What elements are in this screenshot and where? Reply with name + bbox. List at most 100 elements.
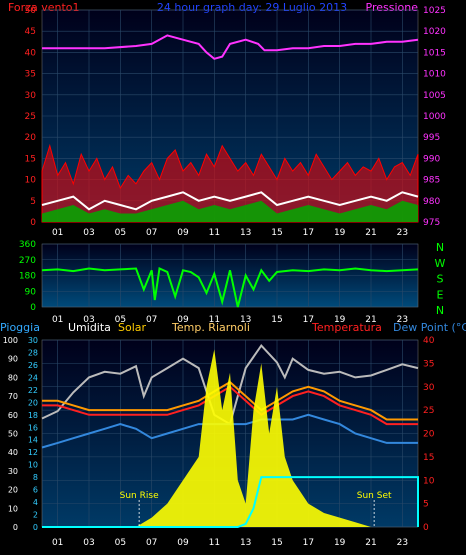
rain-y-tick-label: 8 (33, 473, 38, 482)
x-tick-label: 01 (52, 315, 63, 325)
x-tick-label: 19 (334, 538, 346, 548)
x-tick-label: 07 (146, 538, 157, 548)
wind-y-tick-label: 0 (30, 218, 36, 228)
humidity-y-tick-label: 50 (8, 430, 18, 439)
compass-label: N (436, 241, 444, 254)
wind-y-tick-label: 30 (25, 91, 37, 101)
legend-label: Umidita (68, 321, 111, 334)
direction-y-axis-ticks: 0 90 180 270 360 (19, 240, 36, 313)
x-tick-label: 13 (240, 538, 251, 548)
x-tick-label: 11 (209, 315, 220, 325)
x-tick-label: 11 (209, 538, 220, 548)
compass-label: S (437, 273, 444, 286)
humidity-y-tick-label: 100 (3, 336, 18, 345)
series-pressione (42, 34, 419, 60)
rain-y-tick-label: 10 (28, 461, 38, 470)
humidity-y-tick-label: 70 (8, 392, 18, 401)
x-tick-label: 03 (83, 538, 94, 548)
x-tick-label: 15 (271, 538, 282, 548)
x-tick-label: 13 (240, 315, 251, 325)
temp-y-tick-label: 35 (423, 359, 434, 369)
pressure-y-tick-label: 990 (423, 154, 440, 164)
temp-humidity-panel: Pioggia Umidita Solar Temp. Riarnoli Tempera… (0, 321, 466, 548)
series-solar (136, 349, 371, 527)
direction-y-tick-label: 270 (19, 256, 36, 266)
humidity-y-tick-label: 0 (13, 523, 18, 532)
compass-label: E (437, 288, 444, 301)
wind-y-tick-label: 10 (25, 176, 37, 186)
legend-label: Pioggia (0, 321, 40, 334)
x-tick-label: 15 (271, 315, 282, 325)
x-tick-label: 21 (365, 228, 376, 238)
x-tick-label: 09 (177, 315, 189, 325)
compass-label: N (436, 304, 444, 317)
legend-label: Temperatura (311, 321, 382, 334)
rain-y-tick-label: 22 (28, 386, 38, 395)
x-tick-label: 09 (177, 538, 189, 548)
rain-y-tick-label: 14 (28, 436, 38, 445)
x-tick-label: 17 (303, 315, 314, 325)
series-vento (41, 191, 419, 211)
temp-y-tick-label: 30 (423, 383, 435, 393)
wind-y-tick-label: 50 (25, 6, 37, 16)
direction-grid (42, 243, 418, 308)
pressure-y-tick-label: 1025 (423, 6, 446, 16)
wind-pressure-series (41, 34, 419, 223)
compass-label: W (435, 257, 446, 270)
temp-y-tick-label: 25 (423, 406, 434, 416)
x-tick-label: 05 (115, 228, 126, 238)
rain-y-tick-label: 2 (33, 511, 38, 520)
humidity-y-axis-ticks: 0 10 20 30 40 50 60 70 80 90 100 (3, 336, 18, 532)
rain-y-tick-label: 6 (33, 486, 38, 495)
legend-label: Solar (118, 321, 147, 334)
temp-humidity-legend: Pioggia Umidita Solar Temp. Riarnoli Tempera… (0, 321, 466, 334)
x-tick-label: 07 (146, 315, 157, 325)
wind-x-axis-ticks: 01 03 05 07 09 11 13 15 17 19 21 23 (52, 228, 408, 238)
rain-y-tick-label: 18 (28, 411, 38, 420)
x-tick-label: 21 (365, 315, 376, 325)
wind-y-tick-label: 35 (25, 70, 36, 80)
sun-marker-label: Sun Set (357, 491, 392, 501)
humidity-y-tick-label: 40 (8, 448, 18, 457)
humidity-y-tick-label: 10 (8, 504, 18, 513)
wind-y-tick-label: 45 (25, 27, 36, 37)
temp-y-tick-label: 5 (423, 500, 429, 510)
wind-y-tick-label: 15 (25, 154, 36, 164)
pressure-y-tick-label: 1005 (423, 91, 446, 101)
legend-label: Dew Point (°C) (393, 321, 466, 334)
temp-y-tick-label: 0 (423, 523, 429, 533)
series-pioggia (42, 476, 419, 528)
rain-y-tick-label: 24 (28, 373, 38, 382)
pressure-y-tick-label: 1015 (423, 48, 446, 58)
humidity-y-tick-label: 30 (8, 467, 18, 476)
direction-y-tick-label: 90 (25, 287, 37, 297)
x-tick-label: 03 (83, 228, 94, 238)
x-tick-label: 07 (146, 228, 157, 238)
x-tick-label: 05 (115, 315, 126, 325)
wind-pressure-panel: Forza vento1 24 hour graph day: 29 Lugli… (8, 1, 446, 238)
x-tick-label: 17 (303, 228, 314, 238)
wind-y-tick-label: 20 (25, 133, 37, 143)
rain-y-tick-label: 12 (28, 448, 38, 457)
humidity-y-tick-label: 60 (8, 411, 18, 420)
wind-y-tick-label: 40 (25, 48, 37, 58)
sun-markers: Sun Rise Sun Set (120, 491, 392, 527)
temp-y-tick-label: 20 (423, 430, 435, 440)
rain-y-tick-label: 26 (28, 361, 38, 370)
pressure-y-tick-label: 1020 (423, 27, 446, 37)
x-tick-label: 15 (271, 228, 282, 238)
pressure-y-tick-label: 980 (423, 197, 440, 207)
x-tick-label: 03 (83, 315, 94, 325)
x-tick-label: 17 (303, 538, 314, 548)
wind-y-tick-label: 5 (30, 197, 36, 207)
sun-marker-label: Sun Rise (120, 491, 159, 501)
temp-x-axis-ticks: 01 03 05 07 09 11 13 15 17 19 21 23 (52, 538, 408, 548)
x-tick-label: 01 (52, 228, 63, 238)
humidity-y-tick-label: 80 (8, 373, 18, 382)
direction-series (41, 267, 419, 308)
direction-y-tick-label: 360 (19, 240, 36, 250)
wind-chart-title: 24 hour graph day: 29 Luglio 2013 (157, 1, 347, 14)
